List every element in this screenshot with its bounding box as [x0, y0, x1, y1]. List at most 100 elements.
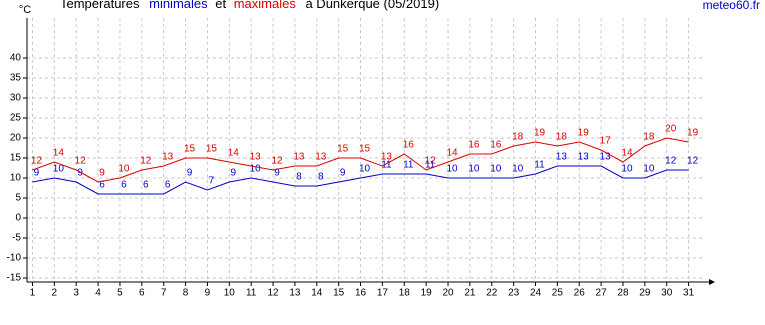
data-label: 7 [209, 176, 215, 187]
data-label: 10 [359, 164, 371, 175]
y-tick-label: 10 [10, 173, 22, 184]
data-label: 9 [231, 168, 237, 179]
data-label: 6 [121, 180, 127, 191]
data-label: 12 [31, 156, 43, 167]
data-label: 10 [621, 164, 633, 175]
y-tick-label: 15 [10, 153, 22, 164]
data-label: 18 [512, 132, 524, 143]
x-tick-label: 31 [683, 288, 695, 299]
series-line [32, 137, 689, 183]
data-label: 16 [468, 140, 480, 151]
x-tick-label: 10 [224, 288, 236, 299]
y-tick-label: 5 [15, 193, 21, 204]
data-label: 12 [140, 156, 152, 167]
x-tick-label: 14 [311, 288, 323, 299]
y-tick-label: -5 [12, 233, 21, 244]
data-label: 17 [600, 136, 612, 147]
data-label: 12 [665, 156, 677, 167]
title-suffix: à Dunkerque (05/2019) [305, 0, 439, 11]
data-label: 11 [534, 160, 545, 171]
x-tick-label: 26 [574, 288, 586, 299]
legend-entry: maximales [234, 0, 297, 11]
data-label: 13 [250, 152, 262, 163]
y-unit: °C [19, 4, 31, 16]
x-tick-label: 9 [205, 288, 211, 299]
data-label: 11 [425, 160, 436, 171]
x-tick-label: 28 [617, 288, 629, 299]
data-label: 13 [556, 152, 568, 163]
x-tick-label: 27 [596, 288, 608, 299]
data-label: 13 [600, 152, 612, 163]
data-label: 14 [53, 148, 65, 159]
data-label: 14 [621, 148, 633, 159]
x-tick-label: 6 [139, 288, 145, 299]
y-tick-label: 35 [10, 73, 22, 84]
data-label: 10 [490, 164, 502, 175]
data-label: 14 [446, 148, 458, 159]
x-tick-label: 5 [117, 288, 123, 299]
axis-arrow [709, 279, 715, 285]
y-tick-label: 0 [15, 213, 21, 224]
data-label: 15 [206, 144, 218, 155]
data-label: 13 [315, 152, 327, 163]
data-label: 13 [162, 152, 174, 163]
x-tick-label: 16 [355, 288, 367, 299]
data-label: 12 [425, 156, 437, 167]
x-tick-label: 15 [333, 288, 345, 299]
x-tick-label: 30 [661, 288, 673, 299]
x-tick-label: 2 [52, 288, 58, 299]
data-label: 16 [403, 140, 415, 151]
data-label: 10 [53, 164, 65, 175]
x-tick-label: 22 [486, 288, 498, 299]
data-label: 6 [143, 180, 149, 191]
data-label: 11 [381, 160, 392, 171]
y-tick-label: 25 [10, 113, 22, 124]
data-label: 15 [359, 144, 371, 155]
data-label: 8 [296, 172, 302, 183]
data-label: 10 [118, 164, 130, 175]
data-label: 12 [687, 156, 699, 167]
x-tick-label: 3 [73, 288, 79, 299]
data-label: 9 [340, 168, 346, 179]
series-line [32, 165, 689, 195]
title-prefix: Températures [60, 0, 140, 11]
data-label: 15 [337, 144, 349, 155]
y-tick-label: 20 [10, 133, 22, 144]
data-label: 19 [578, 128, 590, 139]
x-tick-label: 21 [464, 288, 476, 299]
x-tick-label: 4 [95, 288, 101, 299]
data-label: 20 [665, 124, 677, 135]
data-label: 11 [403, 160, 414, 171]
data-label: 6 [165, 180, 171, 191]
x-tick-label: 8 [183, 288, 189, 299]
y-tick-label: 30 [10, 93, 22, 104]
data-label: 8 [318, 172, 324, 183]
data-label: 6 [99, 180, 105, 191]
x-tick-label: 7 [161, 288, 167, 299]
data-label: 10 [512, 164, 524, 175]
x-tick-label: 18 [399, 288, 411, 299]
title-joiner: et [215, 0, 226, 11]
data-label: 16 [490, 140, 502, 151]
x-tick-label: 17 [377, 288, 389, 299]
x-tick-label: 20 [442, 288, 454, 299]
data-label: 18 [556, 132, 568, 143]
x-tick-label: 23 [508, 288, 520, 299]
y-tick-label: -15 [7, 273, 22, 284]
data-label: 18 [643, 132, 655, 143]
source-link[interactable]: meteo60.fr [703, 0, 760, 12]
data-label: 14 [228, 148, 240, 159]
x-tick-label: 12 [267, 288, 279, 299]
legend-entry: minimales [149, 0, 208, 11]
y-tick-label: 40 [10, 53, 22, 64]
data-label: 19 [534, 128, 546, 139]
data-label: 13 [293, 152, 305, 163]
data-label: 10 [250, 164, 262, 175]
data-label: 10 [643, 164, 655, 175]
chart-title: Températures minimales et maximales à Du… [60, 0, 439, 11]
data-label: 12 [75, 156, 87, 167]
data-label: 13 [381, 152, 393, 163]
x-tick-label: 29 [639, 288, 651, 299]
data-label: 9 [34, 168, 40, 179]
